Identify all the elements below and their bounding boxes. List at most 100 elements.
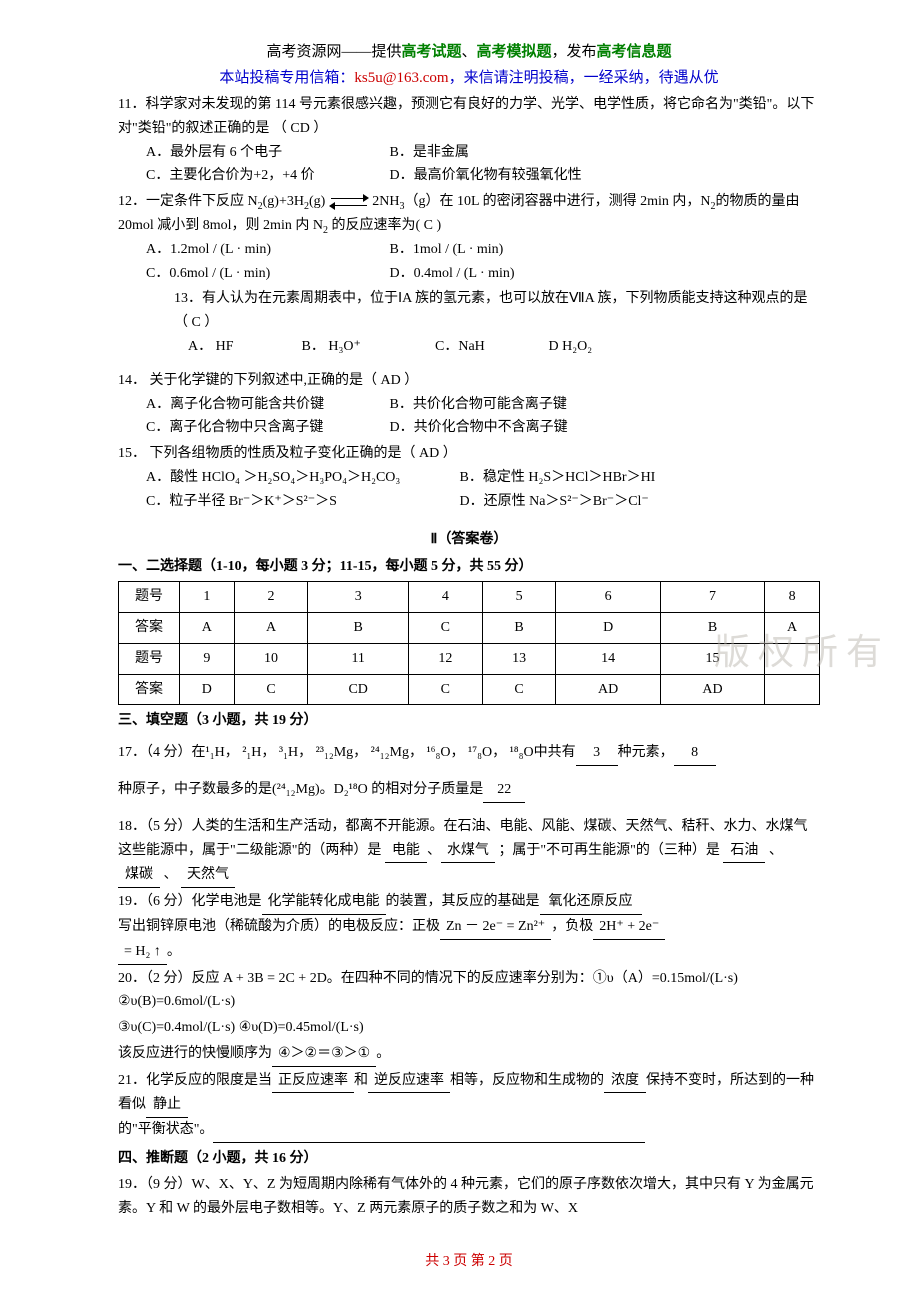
q19-b4: 2H⁺ + 2e⁻	[593, 915, 665, 940]
q14-opts-row2: C．离子化合物中只含离子键 D．共价化合物中不含离子键	[118, 416, 820, 440]
q15-optD: D．还原性 Na＞S²⁻＞Br⁻＞Cl⁻	[460, 490, 649, 514]
q18-s3: 、	[160, 867, 181, 882]
cell: 1	[180, 582, 235, 613]
cell: B	[660, 612, 764, 643]
cell: 10	[234, 643, 308, 674]
cell: 2	[234, 582, 308, 613]
hl1-c: 、	[461, 44, 476, 60]
q12-opts-row2: C．0.6mol / (L · min) D．0.4mol / (L · min…	[118, 262, 820, 286]
q14-stem: 14． 关于化学键的下列叙述中,正确的是（ AD ）	[118, 369, 820, 393]
q12-b: (g)+3H	[263, 194, 304, 209]
q15-optC: C．粒子半径 Br⁻＞K⁺＞S²⁻＞S	[146, 490, 456, 514]
q21: 21．化学反应的限度是当正反应速率和逆反应速率相等，反应物和生成物的浓度保持不变…	[118, 1069, 820, 1143]
cell: 12	[408, 643, 482, 674]
q14-opts-row1: A．离子化合物可能含共价键 B．共价化合物可能含离子键	[118, 393, 820, 417]
cell: 15	[660, 643, 764, 674]
q20-c: 该反应进行的快慢顺序为	[118, 1046, 272, 1061]
header-line-1: 高考资源网——提供高考试题、高考模拟题，发布高考信息题	[118, 40, 820, 66]
q17-b: 中共有	[534, 745, 576, 760]
cell: 5	[482, 582, 556, 613]
q18-b2: 水煤气	[441, 839, 495, 864]
q11-stem: 11．科学家对未发现的第 114 号元素很感兴趣，预测它有良好的力学、光学、电学…	[118, 93, 820, 141]
q21-b4: 静止	[146, 1093, 188, 1118]
q13-optB: B． H₃O⁺	[302, 335, 432, 359]
q14-optA: A．离子化合物可能含共价键	[146, 393, 386, 417]
q19-b: 的装置，其反应的基础是	[386, 894, 540, 909]
q17-line2: 种原子，中子数最多的是(²⁴₁₂Mg)。D₂¹⁸O 的相对分子质量是22	[118, 778, 820, 803]
cell: AD	[660, 674, 764, 705]
q21-long-blank	[213, 1118, 645, 1143]
sec1-title: 一、二选择题（1-10，每小题 3 分；11-15，每小题 5 分，共 55 分…	[118, 555, 820, 579]
cell: B	[482, 612, 556, 643]
q11-optD: D．最高价氧化物有较强氧化性	[390, 164, 582, 188]
q19-b3: Zn － 2e⁻ = Zn²⁺	[440, 915, 551, 940]
cell: 11	[308, 643, 409, 674]
q18-s1: 、	[427, 843, 441, 858]
q15-opts-row1: A．酸性 HClO₄ ＞H₂SO₄＞H₃PO₄＞H₂CO₃ B．稳定性 H₂S＞…	[118, 466, 820, 490]
q13-optA: A． HF	[188, 335, 298, 359]
lbl-ans: 答案	[119, 674, 180, 705]
q12-optA: A．1.2mol / (L · min)	[146, 238, 386, 262]
q18-b4: 煤碳	[118, 863, 160, 888]
q17-a: 17．（4 分）在	[118, 745, 206, 760]
cell: C	[234, 674, 308, 705]
q18-b: ；属于"不可再生能源"的（三种）是	[498, 843, 719, 858]
cell: D	[180, 674, 235, 705]
q19-b5: = H₂ ↑	[118, 940, 167, 965]
q11-optB: B．是非金属	[390, 141, 469, 165]
hl1-a: 高考资源网——提供	[266, 44, 401, 60]
q13-optC: C．NaH	[435, 335, 545, 359]
q18-b3: 石油	[723, 839, 765, 864]
q19-b2: 氧化还原反应	[540, 890, 642, 915]
cell: B	[308, 612, 409, 643]
q12-d: 2NH	[369, 194, 400, 209]
cell: D	[556, 612, 660, 643]
hl2-b: ，来信请注明投稿，一经采纳，待遇从优	[449, 70, 719, 86]
hl1-d: 高考模拟题	[477, 44, 552, 60]
cell: 6	[556, 582, 660, 613]
page-footer: 共 3 页 第 2 页	[118, 1250, 820, 1274]
q15-stem: 15． 下列各组物质的性质及粒子变化正确的是（ AD ）	[118, 442, 820, 466]
q17-blank1: 3	[576, 741, 618, 766]
cell: 13	[482, 643, 556, 674]
q18-b5: 天然气	[181, 863, 235, 888]
q11-opts-row2: C．主要化合价为+2，+4 价 D．最高价氧化物有较强氧化性	[118, 164, 820, 188]
q20-line2: ③υ(C)=0.4mol/(L·s) ④υ(D)=0.45mol/(L·s)	[118, 1016, 820, 1040]
cell: 8	[765, 582, 820, 613]
hl1-b: 高考试题	[401, 44, 461, 60]
q15-optA: A．酸性 HClO₄ ＞H₂SO₄＞H₃PO₄＞H₂CO₃	[146, 466, 456, 490]
table-row: 答案 D C CD C C AD AD	[119, 674, 820, 705]
q12-e: （g）在 10L 的密闭容器中进行，测得 2min 内，N	[405, 194, 711, 209]
q17-blank3: 22	[483, 778, 525, 803]
header-line-2: 本站投稿专用信箱：ks5u@163.com，来信请注明投稿，一经采纳，待遇从优	[118, 66, 820, 92]
sec3-title: 三、填空题（3 小题，共 19 分）	[118, 709, 820, 733]
q21-a: 21．化学反应的限度是当	[118, 1073, 272, 1088]
cell: 9	[180, 643, 235, 674]
hl1-f: 高考信息题	[597, 44, 672, 60]
q14-optC: C．离子化合物中只含离子键	[146, 416, 386, 440]
cell: C	[408, 674, 482, 705]
q12-stem: 12．一定条件下反应 N2(g)+3H2(g) 2NH3（g）在 10L 的密闭…	[118, 190, 820, 238]
q13-opts: A． HF B． H₃O⁺ C．NaH D H₂O₂	[118, 335, 820, 359]
cell	[765, 674, 820, 705]
lbl-ans: 答案	[119, 612, 180, 643]
q17: 17．（4 分）在¹₁H， ²₁H， ³₁H， ²³₁₂Mg， ²⁴₁₂Mg， …	[118, 741, 820, 766]
cell: 14	[556, 643, 660, 674]
cell: 4	[408, 582, 482, 613]
cell: A	[765, 612, 820, 643]
q20-blank: ④＞②＝③＞①	[272, 1042, 376, 1067]
table-row: 题号 9 10 11 12 13 14 15	[119, 643, 820, 674]
q18-b1: 电能	[385, 839, 427, 864]
q20-line1: 20．（2 分）反应 A + 3B = 2C + 2D。在四种不同的情况下的反应…	[118, 967, 820, 1015]
q18-s2: 、	[765, 843, 783, 858]
q13-stem: 13．有人认为在元素周期表中，位于ⅠA 族的氢元素，也可以放在ⅦA 族，下列物质…	[118, 287, 820, 335]
lbl-num: 题号	[119, 582, 180, 613]
q21-e: 的"平衡状态"。	[118, 1122, 213, 1137]
q12-opts-row1: A．1.2mol / (L · min) B．1mol / (L · min)	[118, 238, 820, 262]
q12-a: 12．一定条件下反应 N	[118, 194, 258, 209]
sec4-q19: 19．（9 分）W、X、Y、Z 为短周期内除稀有气体外的 4 种元素，它们的原子…	[118, 1173, 820, 1221]
q19-c: 写出铜锌原电池（稀硫酸为介质）的电极反应：正极	[118, 919, 440, 934]
q12-optB: B．1mol / (L · min)	[390, 238, 504, 262]
q12-g: 的反应速率为( C )	[328, 218, 441, 233]
cell: 7	[660, 582, 764, 613]
